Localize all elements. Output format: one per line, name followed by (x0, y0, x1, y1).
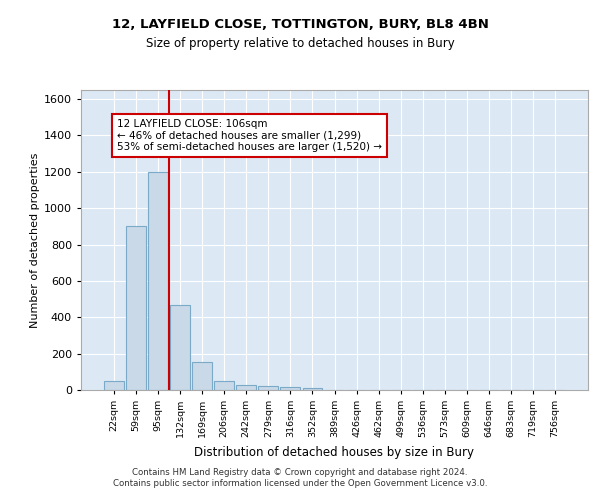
Bar (148, 172, 168, 390)
Text: 12, LAYFIELD CLOSE, TOTTINGTON, BURY, BL8 4BN: 12, LAYFIELD CLOSE, TOTTINGTON, BURY, BL… (112, 18, 488, 32)
Bar (170, 304, 190, 390)
Bar (236, 384, 256, 390)
Bar (192, 362, 212, 390)
Text: Size of property relative to detached houses in Bury: Size of property relative to detached ho… (146, 38, 454, 51)
Text: 12 LAYFIELD CLOSE: 106sqm
← 46% of detached houses are smaller (1,299)
53% of se: 12 LAYFIELD CLOSE: 106sqm ← 46% of detac… (117, 119, 382, 152)
Bar (302, 388, 322, 390)
Text: Contains HM Land Registry data © Crown copyright and database right 2024.
Contai: Contains HM Land Registry data © Crown c… (113, 468, 487, 487)
Bar (104, 381, 124, 390)
Bar (214, 381, 234, 390)
Bar (126, 226, 146, 390)
Bar (280, 388, 301, 390)
Bar (259, 386, 278, 390)
X-axis label: Distribution of detached houses by size in Bury: Distribution of detached houses by size … (194, 446, 475, 458)
Y-axis label: Number of detached properties: Number of detached properties (29, 152, 40, 328)
